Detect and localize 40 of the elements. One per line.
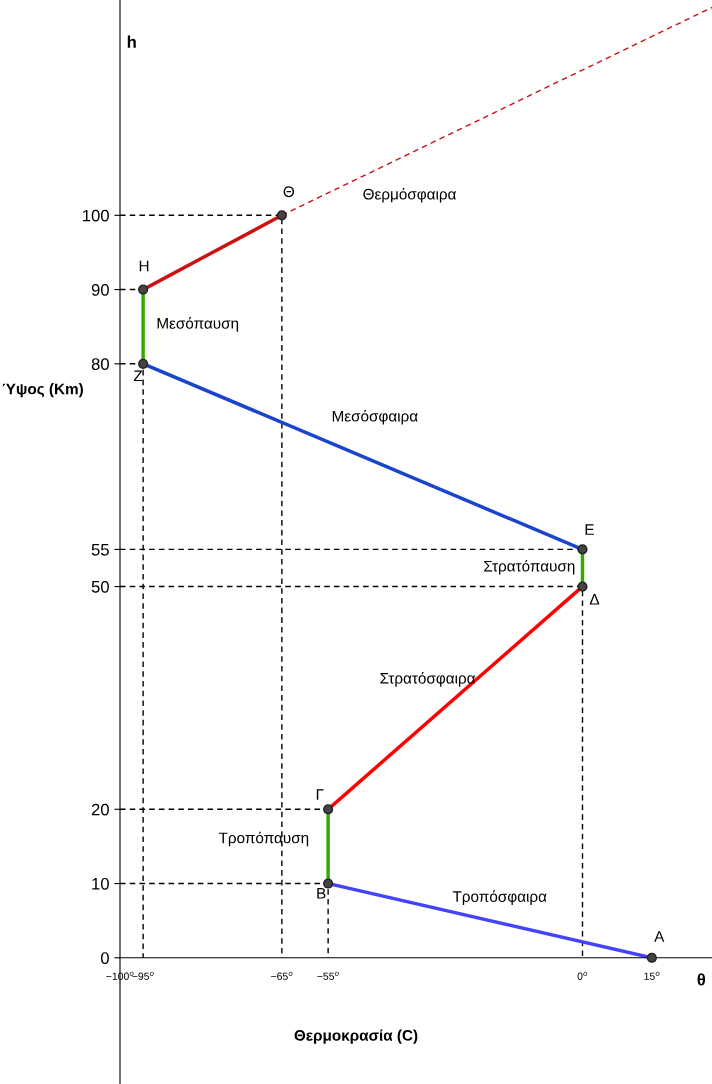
point — [323, 804, 334, 815]
annotation: h — [127, 35, 136, 48]
annotation: H — [139, 260, 149, 272]
point — [138, 358, 149, 369]
annotation: Τροπόσφαιρα — [452, 890, 547, 905]
x-tick-label: 15$^{o}$ — [644, 971, 660, 980]
x-tick-label: 0$^{o}$ — [577, 971, 588, 980]
y-tick-label: 0 — [100, 952, 109, 964]
annotation: E — [585, 524, 594, 535]
y-tick-label: 100 — [83, 209, 109, 222]
annotation: Μεσόπαυση — [157, 317, 239, 332]
y-tick-label: 20 — [91, 803, 109, 816]
y-tick-label: 50 — [91, 580, 109, 593]
annotation: θ — [697, 973, 706, 986]
annotation: Γ — [316, 789, 324, 800]
y-tick-label: 80 — [91, 358, 109, 371]
point — [323, 878, 334, 889]
annotation: Δ — [589, 594, 600, 605]
y-tick-label: 10 — [92, 877, 109, 890]
annotation: A — [654, 931, 665, 942]
annotation: Θ — [283, 186, 295, 198]
x-tick-label: −55$^{o}$ — [317, 971, 339, 980]
annotation: Στρατόπαυση — [484, 559, 575, 575]
annotation: Z — [133, 370, 143, 382]
annotation: Μεσόσφαιρα — [332, 409, 418, 425]
point — [138, 284, 149, 295]
point — [577, 544, 588, 555]
y-axis-title: Ύψος (Km) — [2, 383, 83, 398]
point — [577, 581, 588, 592]
annotation: B — [317, 888, 326, 899]
annotation: Στρατόσφαιρα — [380, 672, 476, 687]
annotation: Τροπόπαυση — [218, 831, 309, 847]
point — [276, 210, 287, 221]
point — [646, 952, 657, 963]
annotation: Θερμόσφαιρα — [363, 187, 456, 203]
x-tick-label: −65$^{o}$ — [271, 971, 293, 980]
x-axis-title: Θερμοκρασία (C) — [294, 1029, 418, 1044]
y-tick-label: 90 — [91, 283, 109, 296]
y-tick-label: 55 — [91, 544, 109, 556]
x-tick-label: −95$^{o}$ — [132, 971, 154, 980]
